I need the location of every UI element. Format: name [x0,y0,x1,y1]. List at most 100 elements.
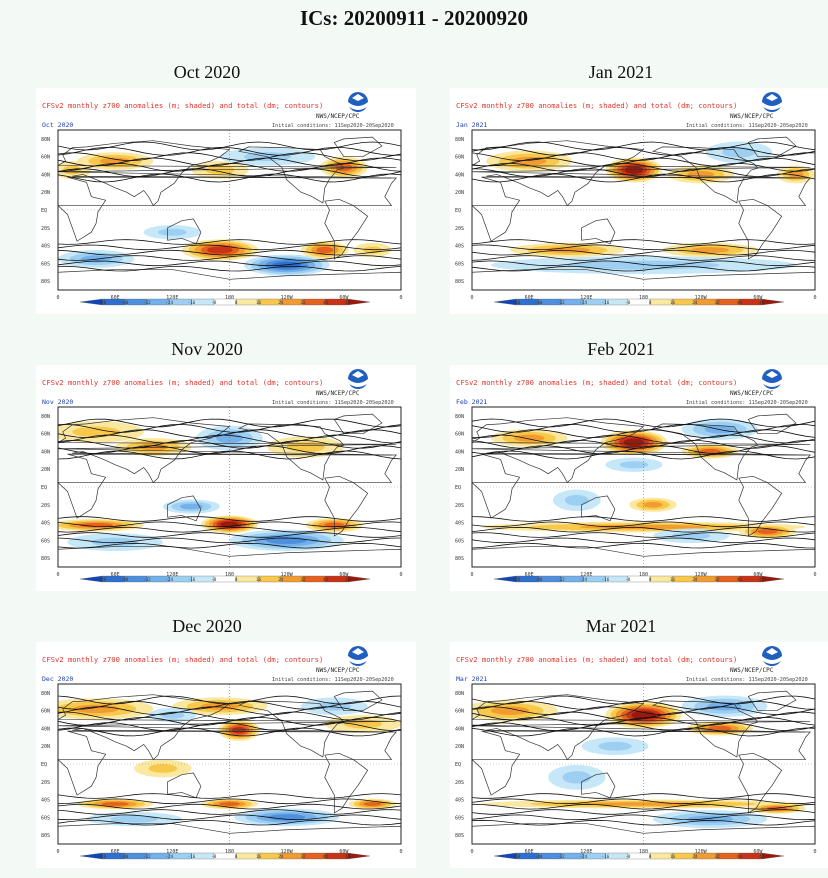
height-contour [58,146,401,156]
latitude-label: 20S [41,780,50,786]
latitude-label: 60N [41,432,50,438]
colorbar-tick-label: 8 [649,854,652,859]
panel-month-label: Feb 2021 [456,398,487,406]
height-contour [472,418,815,428]
latitude-label: 40S [455,521,464,527]
positive-anomaly [363,802,381,806]
longitude-label: 60E [525,849,534,855]
colorbar-tick-label: 8 [649,300,652,305]
colorbar-tick-label: 16 [670,854,676,859]
height-contour [472,700,815,710]
panel-title: Mar 2021 [585,616,657,636]
colorbar-tick-label: 32 [301,854,307,859]
height-contour [472,162,815,172]
panel-month-label: Nov 2020 [42,398,73,406]
panel-title: Oct 2020 [173,62,241,82]
height-contour [472,706,815,716]
longitude-label: 120W [281,572,294,578]
negative-anomaly [158,228,187,236]
height-contour [58,711,401,721]
initial-conditions-label: Initial conditions: 11Sep2020-20Sep2020 [686,400,808,406]
coastline [333,690,383,712]
longitude-label: 60W [753,572,763,578]
colorbar-tick-label: 40 [323,300,329,305]
coastline [651,423,759,481]
agency-label: NWS/NCEP/CPC [730,113,774,120]
panel-title: Jan 2021 [588,62,654,82]
coastline [167,495,202,522]
coastline [472,269,815,290]
longitude-label: 60W [339,295,349,301]
colorbar-tick-label: 40 [323,577,329,582]
colorbar-tick-label: -24 [165,300,173,305]
latitude-label: 60S [41,815,50,821]
height-contour [58,521,401,528]
height-contour [58,722,401,732]
latitude-label: 80N [455,691,464,697]
colorbar-tick-label: -24 [579,854,587,859]
coastline [747,136,797,158]
panel-month-label: Jan 2021 [456,121,487,129]
panel-header: CFSv2 monthly z700 anomalies (m; shaded)… [456,101,737,110]
noaa-logo-icon [762,646,782,666]
height-contour [472,537,815,544]
longitude-label: 60W [753,295,763,301]
colorbar-tick-label: -40 [121,300,129,305]
colorbar-tick-label: -16 [188,854,196,859]
negative-anomaly [110,815,159,823]
coastline [738,475,783,537]
coastline [472,823,815,844]
longitude-label: 120E [580,572,592,578]
colorbar-tick-label: -40 [535,854,543,859]
height-contour [58,814,401,821]
latitude-label: 20N [455,744,464,750]
agency-label: NWS/NCEP/CPC [316,113,360,120]
latitude-label: EQ [41,762,47,768]
height-contour [58,532,401,538]
height-contour [58,716,401,726]
latitude-label: 40N [41,172,50,178]
coastline [58,730,398,796]
height-contour [472,244,815,251]
latitude-label: 20N [41,744,50,750]
latitude-label: 80S [41,279,50,285]
colorbar-tick-label: 48 [345,854,351,859]
latitude-label: EQ [41,208,47,214]
colorbar-tick-label: 8 [649,577,652,582]
latitude-label: 20S [455,226,464,232]
colorbar-tick-label: 48 [345,300,351,305]
colorbar-tick-label: -16 [602,577,610,582]
colorbar-tick-label: -32 [143,577,151,582]
colorbar-tick-label: 48 [759,854,765,859]
colorbar-tick-label: 32 [715,300,721,305]
panel-header: CFSv2 monthly z700 anomalies (m; shaded)… [42,655,323,664]
coastline [472,730,812,796]
page-title: ICs: 20200911 - 20200920 [299,6,529,30]
agency-label: NWS/NCEP/CPC [730,390,774,397]
colorbar-swatch [347,575,371,583]
noaa-logo-icon [348,646,368,666]
latitude-label: 20N [455,190,464,196]
coastline [472,694,811,761]
negative-anomaly [179,503,203,510]
longitude-label: 180 [639,572,648,578]
panel-month-label: Mar 2021 [456,675,487,683]
longitude-label: 180 [225,295,234,301]
longitude-label: 60E [111,572,120,578]
height-contour [58,695,401,705]
panel-month-label: Dec 2020 [42,675,73,683]
coastline [58,694,397,761]
longitude-label: 120W [281,295,294,301]
colorbar-tick-label: -32 [557,300,565,305]
colorbar-tick-label: -24 [579,300,587,305]
coastline [237,146,345,204]
longitude-label: 0 [470,295,473,301]
latitude-label: 40S [41,521,50,527]
colorbar-tick-label: 16 [670,577,676,582]
colorbar-tick-label: -8 [211,300,217,305]
colorbar-tick-label: 8 [235,300,238,305]
colorbar-tick-label: 32 [301,577,307,582]
latitude-label: 60S [455,538,464,544]
longitude-label: 0 [399,849,402,855]
height-contour [58,260,401,267]
